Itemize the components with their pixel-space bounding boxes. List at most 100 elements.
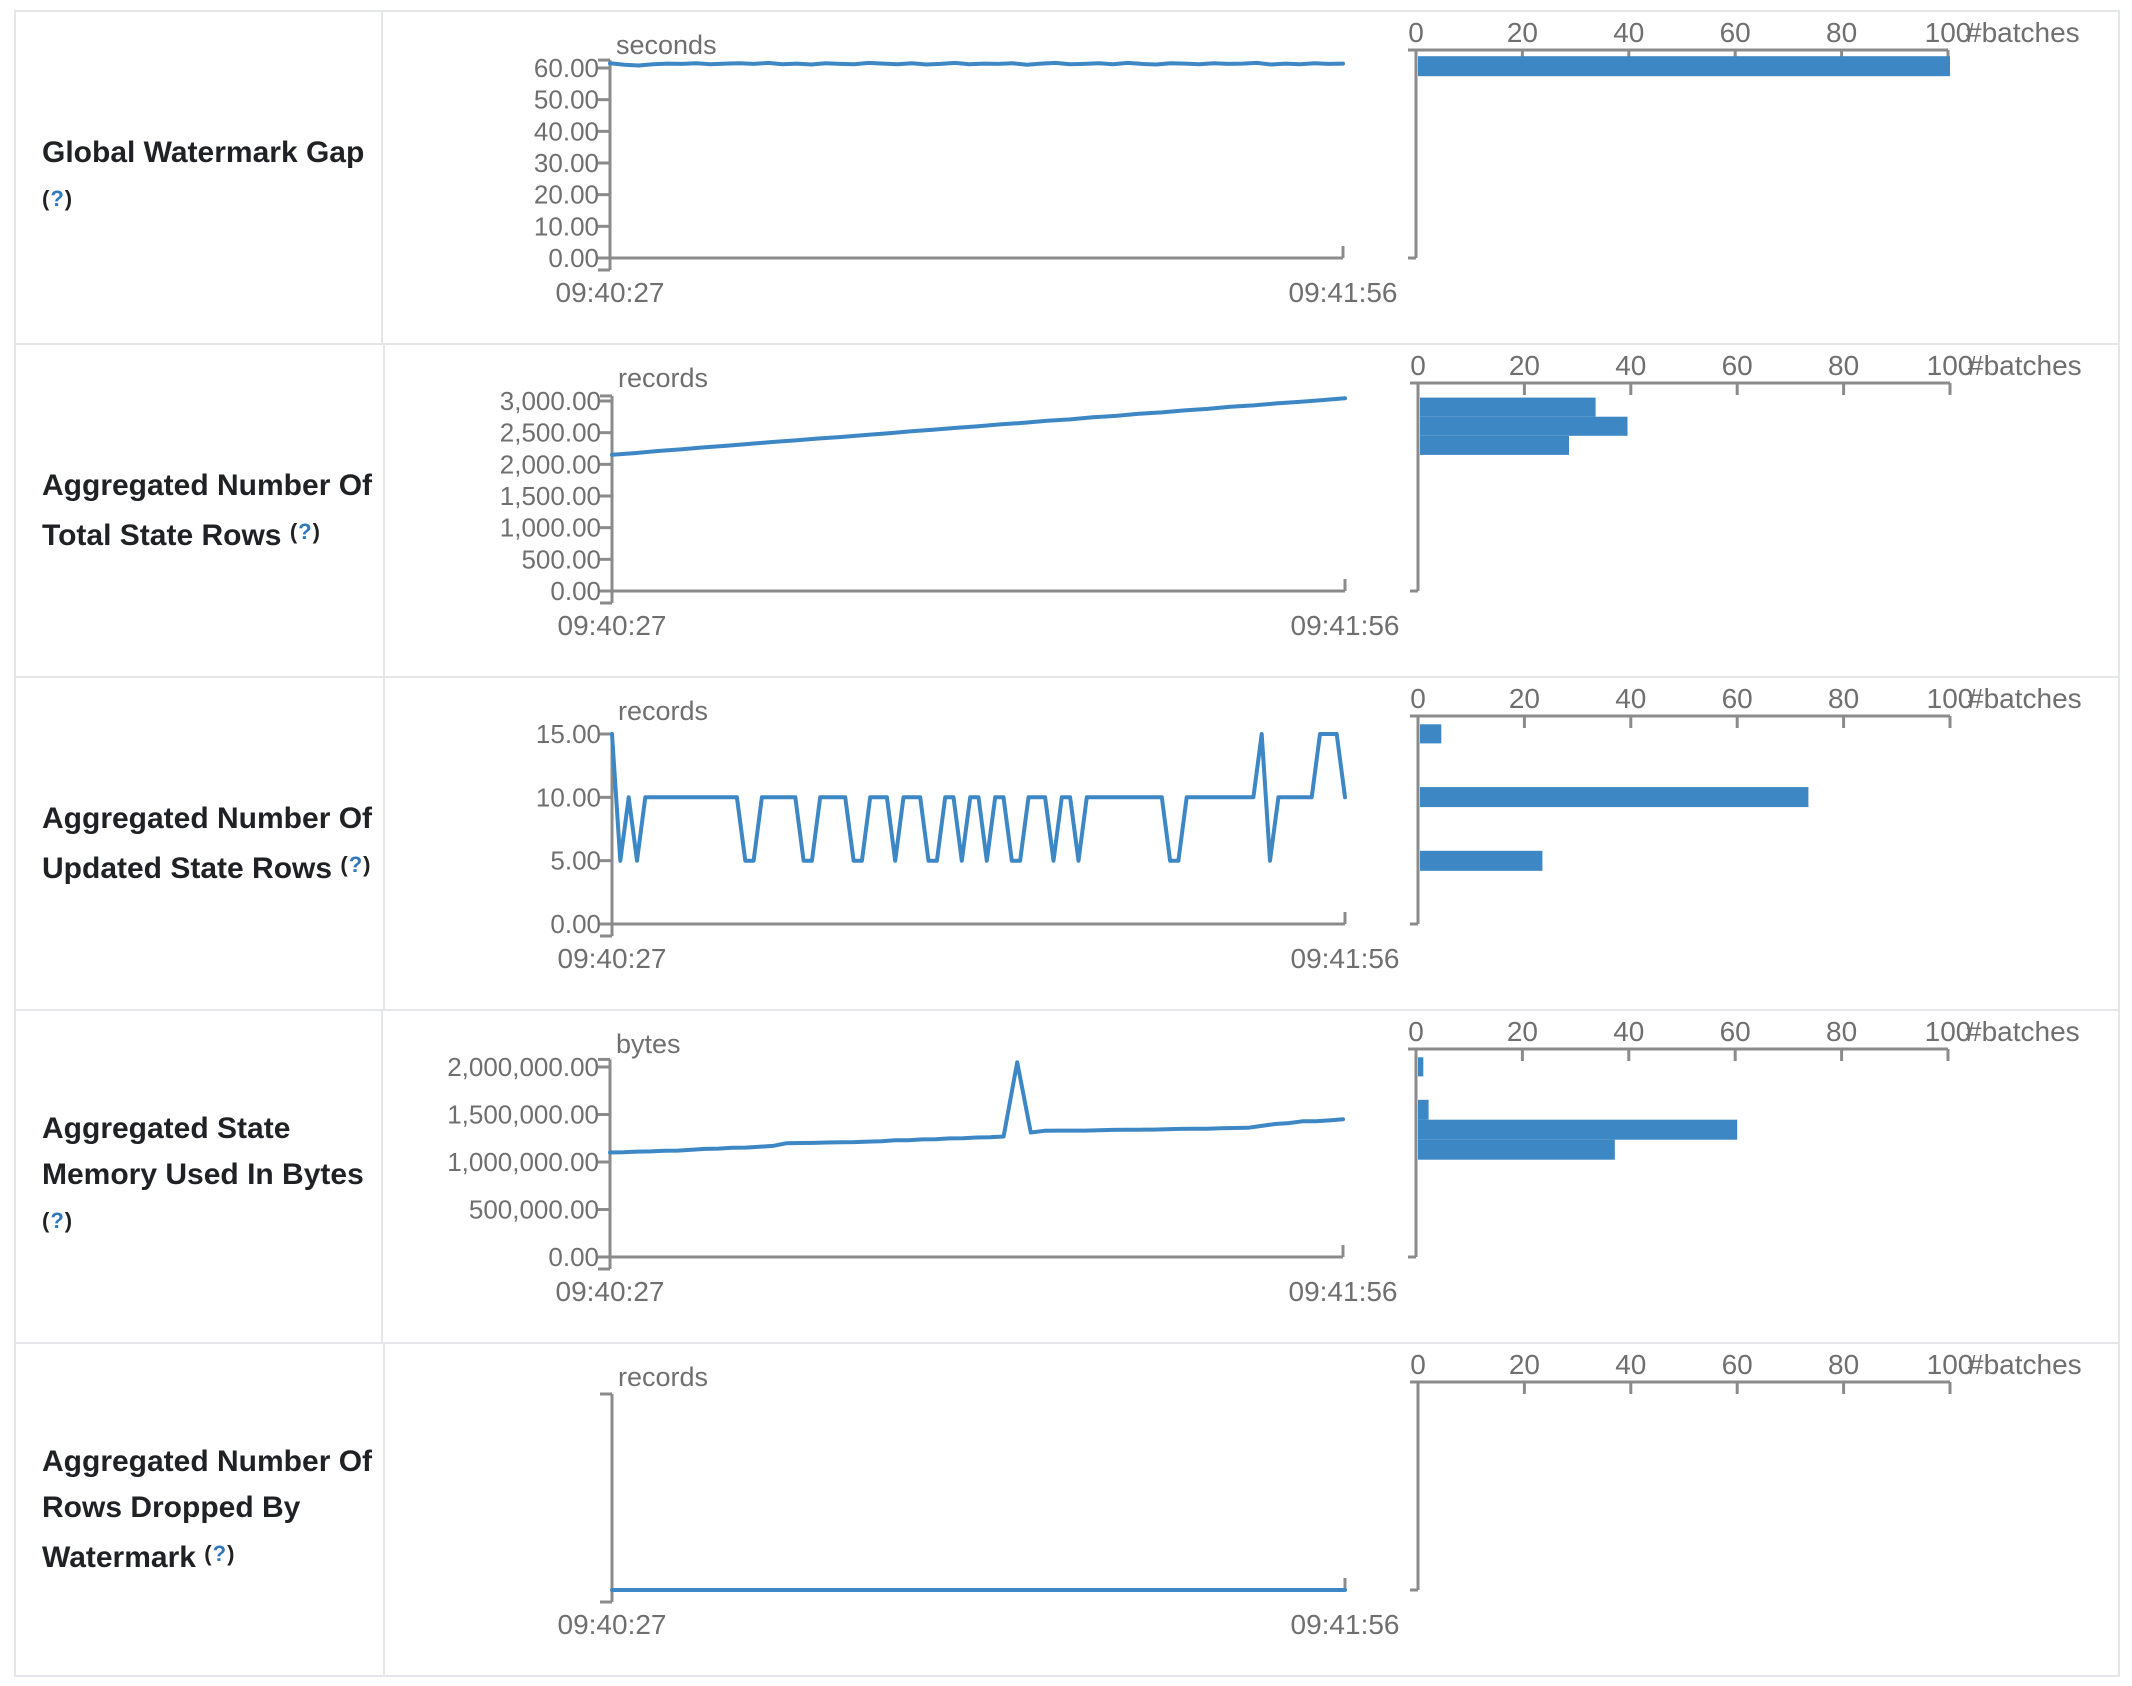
metric-row: Global Watermark Gap (?) seconds 60.00 50.00… <box>16 12 2118 345</box>
hist-x-tick-label: 80 <box>1828 1349 1859 1380</box>
help-tooltip-link[interactable]: (?) <box>340 851 372 877</box>
x-start-label: 09:40:27 <box>556 1276 665 1307</box>
metric-label-line: Updated State Rows (?) <box>42 842 372 892</box>
y-tick-label: 10.00 <box>536 782 601 812</box>
metric-label-line: (?) <box>42 1198 367 1248</box>
metric-label-line: Rows Dropped By <box>42 1485 369 1531</box>
timeline-chart: records 15.00 10.00 5.00 0.00 09:40:27 09:41:5… <box>536 696 1400 974</box>
x-start-label: 09:40:27 <box>558 610 667 641</box>
hist-x-tick-label: 80 <box>1826 1016 1857 1047</box>
unit-label: records <box>618 696 708 726</box>
histogram-chart: 0 20 40 60 80 100#batches <box>1410 1349 2082 1592</box>
help-tooltip-link[interactable]: (?) <box>204 1540 236 1566</box>
help-tooltip-link[interactable]: (?) <box>42 1207 74 1233</box>
y-tick-label: 3,000.00 <box>500 386 601 416</box>
histogram-chart: 0 20 40 60 80 100#batches <box>1410 683 2082 926</box>
hist-x-tick-label: 60 <box>1722 350 1753 381</box>
timeline-chart: bytes 2,000,000.00 1,500,000.00 1,000,000.0… <box>447 1029 1397 1307</box>
x-start-label: 09:40:27 <box>558 943 667 974</box>
hist-x-tick-label: 20 <box>1507 17 1538 48</box>
hist-x-tick-label: 40 <box>1613 1016 1644 1047</box>
timeline-cell: records 09:40:27 09:41:56 <box>385 1344 1410 1675</box>
batches-axis-label: #batches <box>1966 1016 2080 1047</box>
timeline-cell: bytes 2,000,000.00 1,500,000.00 1,000,000.0… <box>383 1011 1408 1342</box>
y-tick-label: 2,000,000.00 <box>447 1052 599 1082</box>
hist-x-tick-label: 80 <box>1828 683 1859 714</box>
timeline-chart: seconds 60.0050.0040.0030.0020.0010.000.0… <box>534 30 1398 308</box>
batches-axis-label: #batches <box>1968 350 2082 381</box>
hist-x-tick-label: 100 <box>1927 1349 1974 1380</box>
metric-label-line: Aggregated Number Of <box>42 796 373 842</box>
batches-axis-label: #batches <box>1966 17 2080 48</box>
metric-label-cell: Aggregated Number Of Total State Rows (?) <box>16 345 385 676</box>
help-tooltip-link[interactable]: (?) <box>42 185 74 211</box>
metric-label-text: Watermark <box>42 1540 205 1574</box>
y-tick-label: 50.00 <box>534 85 599 115</box>
y-tick-label: 0.00 <box>550 909 601 939</box>
histogram-cell: 0 20 40 60 80 100 #batches <box>1408 12 2118 343</box>
metric-label-line: Memory Used In Bytes <box>42 1152 367 1198</box>
batches-axis-label: #batches <box>1968 1349 2082 1380</box>
hist-x-tick-label: 80 <box>1826 17 1857 48</box>
metric-label-cell: Aggregated Number Of Rows Dropped By Water… <box>16 1344 385 1675</box>
y-tick-label: 1,000,000.00 <box>447 1147 599 1177</box>
metric-label-text: Total State Rows <box>42 518 290 552</box>
metric-label-text: Global Watermark Gap <box>42 135 365 169</box>
timeline-chart: records 3,000.002,500.002,000.001,500.001… <box>500 363 1400 641</box>
x-end-label: 09:41:56 <box>1289 277 1398 308</box>
metric-row: Aggregated Number Of Updated State Rows (… <box>16 678 2118 1011</box>
y-tick-label: 1,500,000.00 <box>447 1100 599 1130</box>
hist-x-tick-label: 0 <box>1410 1349 1426 1380</box>
timeline-series-line <box>608 1060 1345 1155</box>
batches-axis-label: #batches <box>1968 683 2082 714</box>
y-tick-label: 500,000.00 <box>469 1195 599 1225</box>
metric-label-line: Total State Rows (?) <box>42 509 369 559</box>
histogram-cell: 0 20 40 60 80 100 #batches <box>1408 1011 2118 1342</box>
metric-label-line: Global Watermark Gap <box>42 130 367 176</box>
y-tick-label: 1,000.00 <box>500 513 601 543</box>
y-tick-label: 1,500.00 <box>500 481 601 511</box>
unit-label: seconds <box>616 30 717 60</box>
metric-label-text: Memory Used In Bytes <box>42 1157 364 1191</box>
metric-label-text: Rows Dropped By <box>42 1490 301 1524</box>
histogram-chart: 0 20 40 60 80 100#batches <box>1408 1016 2080 1259</box>
histogram-cell: 0 20 40 60 80 100 #batches <box>1410 678 2120 1009</box>
y-tick-label: 0.00 <box>550 576 601 606</box>
hist-x-tick-label: 40 <box>1615 350 1646 381</box>
metric-label-text: Aggregated Number Of <box>42 801 373 835</box>
y-tick-label: 10.00 <box>534 211 599 241</box>
x-start-label: 09:40:27 <box>556 277 665 308</box>
timeline-chart: records 09:40:27 09:41:56 <box>558 1362 1400 1640</box>
hist-bar <box>1420 397 1596 417</box>
hist-bar <box>1418 1057 1424 1077</box>
metric-row: Aggregated Number Of Rows Dropped By Water… <box>16 1344 2118 1677</box>
histogram-cell: 0 20 40 60 80 100 #batches <box>1410 1344 2120 1675</box>
hist-x-tick-label: 20 <box>1509 350 1540 381</box>
timeline-cell: records 15.00 10.00 5.00 0.00 09:40:27 09:41:5… <box>385 678 1410 1009</box>
y-tick-label: 2,500.00 <box>500 418 601 448</box>
metric-label-text: Aggregated Number Of <box>42 1444 373 1478</box>
histogram-cell: 0 20 40 60 80 100 #batches <box>1410 345 2120 676</box>
hist-bar <box>1418 1099 1429 1120</box>
hist-x-tick-label: 100 <box>1925 17 1972 48</box>
metric-label-line: Aggregated Number Of <box>42 1439 373 1485</box>
hist-x-tick-label: 100 <box>1927 683 1974 714</box>
hist-x-tick-label: 40 <box>1615 1349 1646 1380</box>
y-tick-label: 0.00 <box>548 1242 599 1272</box>
y-tick-label: 15.00 <box>536 719 601 749</box>
metric-row: Aggregated State Memory Used In Bytes (?) b… <box>16 1011 2118 1344</box>
hist-bar <box>1418 56 1950 77</box>
y-tick-label: 500.00 <box>521 544 601 574</box>
timeline-series-line <box>608 60 1345 68</box>
x-end-label: 09:41:56 <box>1291 943 1400 974</box>
x-start-label: 09:40:27 <box>558 1609 667 1640</box>
hist-x-tick-label: 40 <box>1613 17 1644 48</box>
y-tick-label: 2,000.00 <box>500 449 601 479</box>
x-end-label: 09:41:56 <box>1291 1609 1400 1640</box>
y-tick-label: 5.00 <box>550 846 601 876</box>
y-tick-label: 30.00 <box>534 148 599 178</box>
metric-label-text: Aggregated Number Of <box>42 468 373 502</box>
help-tooltip-link[interactable]: (?) <box>289 518 321 544</box>
hist-x-tick-label: 0 <box>1408 1016 1424 1047</box>
y-tick-label: 40.00 <box>534 116 599 146</box>
